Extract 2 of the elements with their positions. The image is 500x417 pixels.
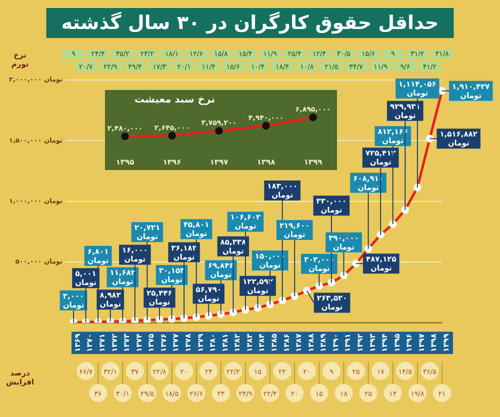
- chart-title: نرخ سبد معیشت: [134, 94, 215, 106]
- chart-title: حداقل حقوق کارگران در ۳۰ سال گذشته: [61, 10, 439, 34]
